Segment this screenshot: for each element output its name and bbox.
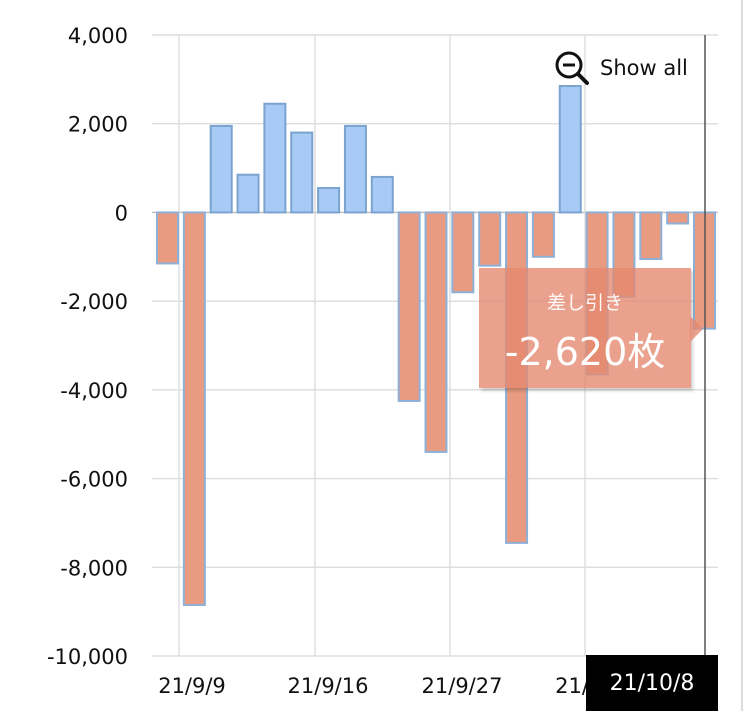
tooltip-value: -2,620枚 [504,330,666,374]
tooltip: 差し引き -2,620枚 [479,268,691,388]
bar[interactable] [531,211,555,258]
tooltip-pointer [690,316,703,342]
bar[interactable] [639,211,663,261]
bar[interactable] [236,173,260,214]
bar[interactable] [182,211,206,606]
y-tick-label: -6,000 [60,468,128,492]
bar[interactable] [424,211,448,453]
bar[interactable] [209,124,233,214]
y-axis: 4,000 2,000 0 -2,000 -4,000 -6,000 -8,000 -10,0… [47,24,128,669]
x-tick-label: 21/ [555,674,590,698]
x-axis: 21/9/9 21/9/16 21/9/27 21/ [158,674,590,698]
bar[interactable] [478,211,502,267]
x-tick-label: 21/9/9 [158,674,226,698]
bar[interactable] [451,211,475,294]
bar[interactable] [370,175,394,214]
bar[interactable] [290,131,314,214]
y-tick-label: 4,000 [68,24,128,48]
x-tick-label: 21/9/27 [422,674,503,698]
y-tick-label: -8,000 [60,556,128,580]
tooltip-title: 差し引き [546,292,623,314]
crosshair-date-label: 21/10/8 [586,655,718,711]
bar[interactable] [343,124,367,214]
bar[interactable] [666,211,690,225]
y-tick-label: 0 [115,201,128,225]
x-tick-label: 21/9/16 [288,674,369,698]
y-tick-label: 2,000 [68,113,128,137]
zoom-out-icon [555,51,589,85]
y-tick-label: -4,000 [60,379,128,403]
bar[interactable] [397,211,421,402]
show-all-button[interactable]: Show all [554,48,688,88]
y-tick-label: -10,000 [47,645,128,669]
scrollbar-edge [741,0,743,711]
show-all-label: Show all [600,56,688,80]
bar[interactable] [263,102,287,214]
y-tick-label: -2,000 [60,290,128,314]
bar[interactable] [317,187,341,214]
bar[interactable] [558,85,582,214]
bar[interactable] [156,211,179,265]
